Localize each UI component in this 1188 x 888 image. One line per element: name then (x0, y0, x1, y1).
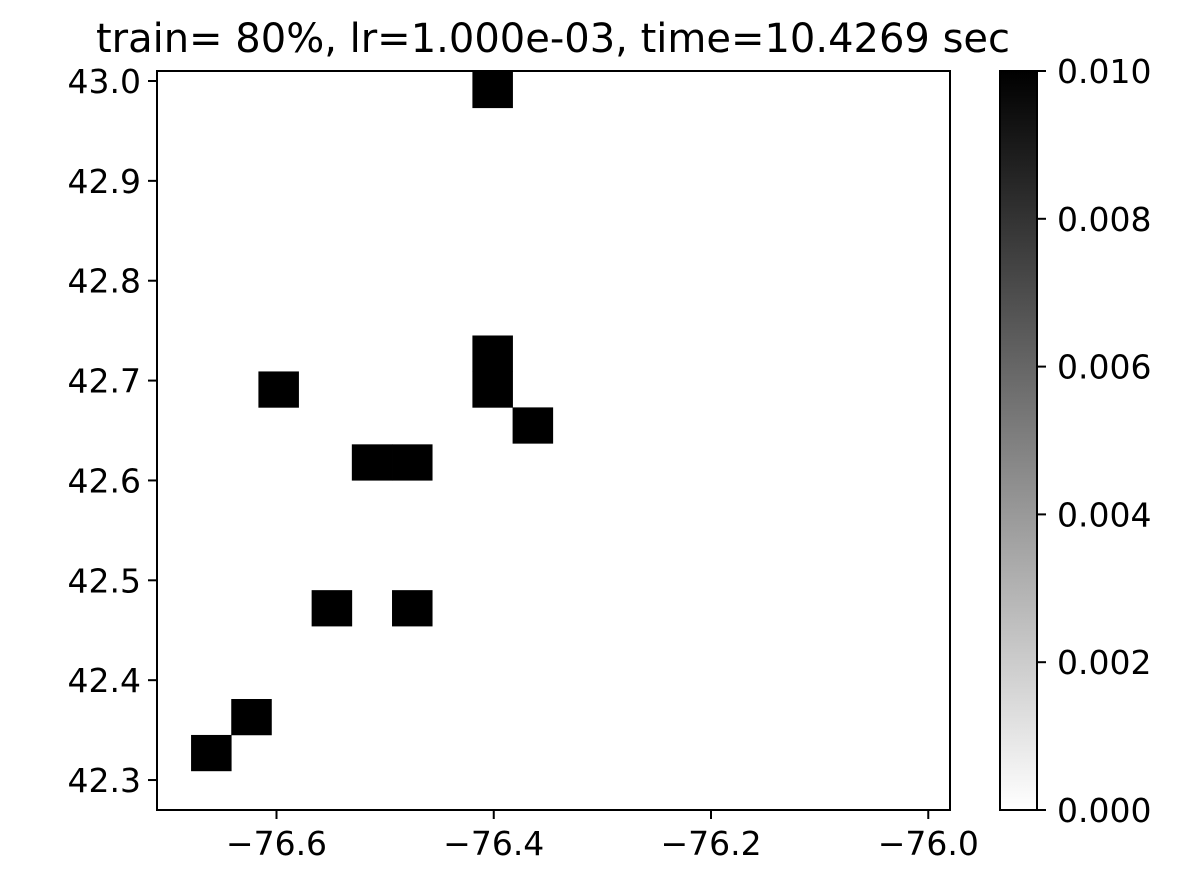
y-tick-label: 42.5 (68, 561, 141, 600)
plot-frame (157, 71, 950, 810)
heatmap-cell (512, 407, 554, 444)
plot-border (156, 70, 951, 811)
heatmap-cell (472, 71, 513, 109)
colorbar-border (999, 70, 1038, 811)
chart-title: train= 80%, lr=1.000e-03, time=10.4269 s… (96, 16, 1010, 62)
heatmap-cell (472, 335, 513, 372)
heatmap-cell (392, 590, 433, 627)
plot-area: −76.6 −76.4 −76.2 −76.0 42.342.442.542.642.… (68, 62, 979, 863)
x-tick-label: −76.0 (878, 824, 979, 863)
heatmap-cells (191, 71, 554, 772)
colorbar-tick-label: 0.000 (1057, 791, 1151, 830)
x-axis: −76.6 −76.4 −76.2 −76.0 (226, 810, 979, 863)
x-tick-label: −76.6 (226, 824, 327, 863)
colorbar-tick-label: 0.008 (1057, 200, 1151, 239)
colorbar-tick-label: 0.004 (1057, 495, 1151, 534)
colorbar: 0.000 0.002 0.004 0.006 0.008 0.010 (999, 52, 1151, 830)
x-tick-label: −76.2 (660, 824, 761, 863)
colorbar-tick-label: 0.006 (1057, 348, 1151, 387)
colorbar-tick-label: 0.002 (1057, 643, 1151, 682)
y-tick-label: 42.9 (68, 162, 141, 201)
colorbar-ticks: 0.000 0.002 0.004 0.006 0.008 0.010 (1037, 52, 1151, 830)
colorbar-tick-label: 0.010 (1057, 52, 1151, 91)
heatmap-cell (258, 371, 299, 408)
y-tick-label: 42.7 (68, 362, 141, 401)
y-tick-label: 43.0 (68, 62, 141, 101)
heatmap-cell (472, 371, 513, 408)
y-tick-label: 42.6 (68, 461, 141, 500)
colorbar-gradient (1000, 71, 1037, 810)
heatmap-cell (231, 699, 272, 736)
y-axis: 42.3 42.4 42.5 42.6 42.7 42.8 42.9 43.0 (68, 62, 157, 800)
heatmap-cell (311, 590, 353, 627)
heatmap-cell (351, 444, 393, 481)
x-tick-label: −76.4 (443, 824, 544, 863)
heatmap-cell (392, 444, 433, 481)
y-tick-label: 42.4 (68, 661, 141, 700)
y-tick-label: 42.8 (68, 262, 141, 301)
y-tick-label: 42.3 (68, 761, 141, 800)
heatmap-cell (191, 734, 232, 772)
